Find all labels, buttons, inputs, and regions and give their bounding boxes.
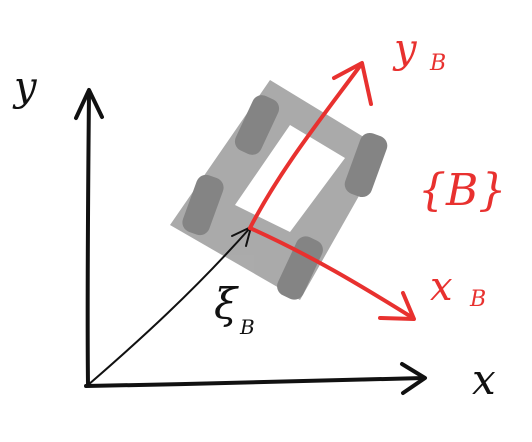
wheel-top-left [234,95,280,155]
world-y-arrowhead [74,88,104,120]
world-x-arrowhead [400,362,427,395]
body-frame [248,61,416,321]
vehicle-wheels [182,95,388,300]
body-y-label: y [392,26,418,72]
vehicle-chassis [170,80,385,300]
world-x-axis [84,376,426,388]
world-frame [74,88,427,395]
pose-vector-line [87,227,251,386]
body-x-label: x [430,264,453,310]
body-y-subscript: B [429,51,446,76]
body-y-axis [248,64,362,230]
body-x-axis [248,226,415,320]
body-x-arrowhead [378,291,416,321]
world-y-axis [85,90,91,387]
world-y-label: y [12,64,38,110]
body-y-arrowhead [332,61,373,106]
pose-vector-subscript: B [239,315,255,339]
body-frame-label: {B} [418,165,506,216]
vehicle [170,80,388,300]
world-x-label: x [472,355,496,404]
wheel-bottom-right [277,236,323,300]
body-x-subscript: B [469,287,486,312]
pose-vector-label: ξ [214,279,239,328]
wheel-top-right [344,132,388,198]
wheel-bottom-left [182,174,224,236]
